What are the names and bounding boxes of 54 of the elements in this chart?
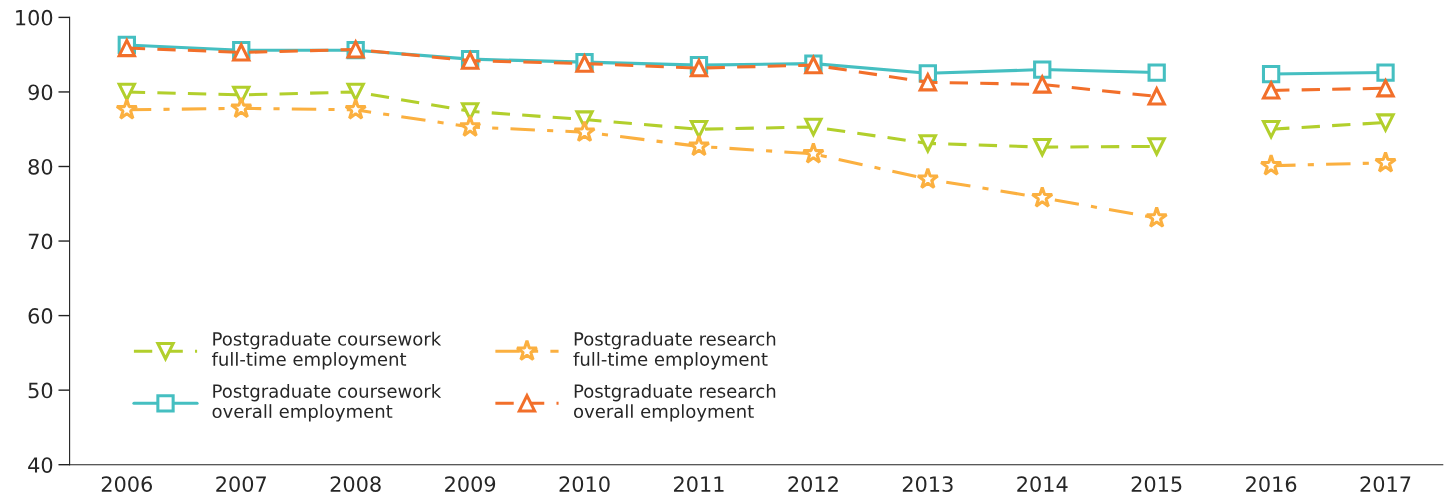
y-tick-label: 70 [28, 233, 53, 250]
point [1374, 150, 1397, 173]
point [1147, 63, 1166, 82]
point [344, 97, 368, 120]
y-tick-label: 40 [28, 457, 53, 473]
x-tick-label: 2014 [1017, 476, 1068, 492]
point [1033, 75, 1052, 94]
point [918, 134, 937, 153]
x-tick-label: 2012 [788, 476, 838, 492]
x-tick-label: 2010 [559, 476, 610, 492]
y-tick-label: 60 [28, 308, 53, 324]
point [1030, 185, 1054, 208]
y-tick-label: 50 [28, 382, 53, 399]
point [689, 120, 709, 139]
legend-label: Postgraduate research overall employment [574, 383, 776, 422]
point [1033, 60, 1052, 79]
point [1261, 81, 1281, 100]
point [1261, 64, 1281, 84]
legend-label: Postgraduate coursework overall employment [212, 383, 442, 422]
point [458, 115, 482, 137]
point [1145, 205, 1169, 228]
point [916, 167, 940, 190]
point [460, 102, 480, 121]
point [1376, 63, 1395, 82]
point [229, 96, 253, 119]
legend-label: Postgraduate coursework full-time employment [211, 331, 442, 370]
point [115, 97, 139, 120]
y-tick-label: 100 [16, 9, 53, 26]
point [1376, 79, 1395, 98]
y-tick-label: 90 [28, 84, 53, 101]
point [801, 141, 825, 164]
x-tick-label: 2011 [673, 476, 724, 492]
point [804, 117, 823, 137]
legend-label: Postgraduate research full-time employment [573, 331, 776, 370]
point [1259, 153, 1283, 176]
point [1261, 120, 1282, 141]
x-tick-label: 2008 [330, 476, 381, 492]
x-tick-label: 2009 [445, 476, 496, 492]
point [1147, 137, 1166, 156]
x-tick-label: 2007 [216, 476, 266, 492]
y-tick-label: 80 [28, 158, 53, 175]
x-tick-label: 2016 [1246, 476, 1297, 492]
point [1147, 87, 1166, 106]
x-tick-label: 2015 [1131, 476, 1182, 492]
x-tick-label: 2013 [902, 476, 953, 492]
point [346, 82, 365, 102]
point [918, 73, 937, 92]
x-tick-label: 2017 [1360, 476, 1411, 492]
x-tick-label: 2006 [101, 476, 153, 492]
point [573, 120, 596, 143]
point [1376, 113, 1395, 132]
point [1033, 137, 1052, 157]
point [687, 134, 711, 157]
point [117, 82, 136, 102]
